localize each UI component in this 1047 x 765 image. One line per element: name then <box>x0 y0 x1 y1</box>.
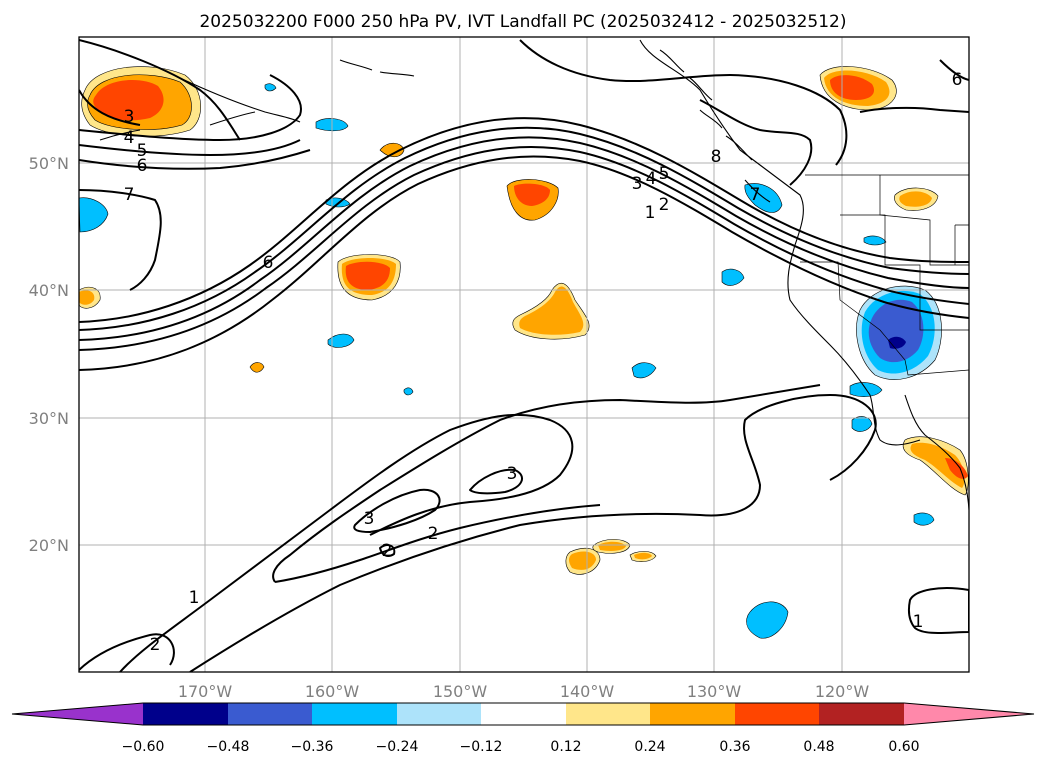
colorbar-segment <box>819 703 904 725</box>
lat-tick-label: 50°N <box>29 154 69 173</box>
colorbar-tick-label: 0.36 <box>719 739 750 755</box>
colorbar-tick-label: 0.48 <box>803 739 834 755</box>
colorbar-tick-label: −0.24 <box>376 739 419 755</box>
colorbar-segment <box>143 703 228 725</box>
contour-labels: 3 4 5 6 7 6 3 4 5 1 2 8 7 6 3 3 2 2 1 2 … <box>124 70 963 655</box>
map-title: 2025032200 F000 250 hPa PV, IVT Landfall… <box>199 12 846 32</box>
lon-tick-label: 120°W <box>815 682 870 701</box>
contours <box>79 39 969 672</box>
colorbar-segment <box>566 703 650 725</box>
shaded-field <box>79 66 969 639</box>
colorbar-segment <box>228 703 312 725</box>
contour-label: 1 <box>189 588 200 608</box>
lat-tick-label: 30°N <box>29 409 69 428</box>
political-borders <box>800 174 969 376</box>
lat-tick-label: 20°N <box>29 536 69 555</box>
colorbar-max-extension <box>904 703 1034 725</box>
gridlines <box>79 37 969 672</box>
contour-label: 1 <box>913 612 924 632</box>
contour-label: 8 <box>711 147 722 167</box>
lon-tick-label: 140°W <box>560 682 615 701</box>
contour-label: 4 <box>124 128 135 148</box>
colorbar-tick-label: 0.60 <box>888 739 919 755</box>
colorbar-segment <box>312 703 397 725</box>
contour-label: 3 <box>632 174 643 194</box>
lat-tick-label: 40°N <box>29 281 69 300</box>
contour-label: 5 <box>137 141 148 161</box>
map-frame <box>78 36 970 673</box>
colorbar-segment <box>397 703 481 725</box>
contour-label: 2 <box>659 195 670 215</box>
colorbar-tick-label: −0.60 <box>122 739 165 755</box>
contour-label: 2 <box>150 635 161 655</box>
colorbar-tick-label: −0.48 <box>207 739 250 755</box>
colorbar-tick-label: −0.36 <box>291 739 334 755</box>
colorbar-segment <box>481 703 566 725</box>
lon-tick-label: 160°W <box>305 682 360 701</box>
contour-label: 2 <box>382 541 393 561</box>
colorbar-outline <box>11 702 1035 726</box>
colorbar: −0.60 −0.48 −0.36 −0.24 −0.12 0.12 0.24 … <box>11 702 1035 755</box>
lon-tick-label: 150°W <box>433 682 488 701</box>
colorbar-tick-label: 0.24 <box>634 739 665 755</box>
lon-tick-label: 130°W <box>687 682 742 701</box>
contour-label: 3 <box>364 509 375 529</box>
contour-label: 3 <box>507 464 518 484</box>
contour-label: 5 <box>659 164 670 184</box>
contour-label: 1 <box>645 203 656 223</box>
contour-label: 6 <box>263 253 274 273</box>
longitude-ticks: 170°W 160°W 150°W 140°W 130°W 120°W <box>178 682 870 701</box>
contour-label: 4 <box>646 169 657 189</box>
colorbar-tick-label: −0.12 <box>460 739 503 755</box>
map-area: 3 4 5 6 7 6 3 4 5 1 2 8 7 6 3 3 2 2 1 2 … <box>79 37 969 672</box>
contour-label: 7 <box>124 185 135 205</box>
lon-tick-label: 170°W <box>178 682 233 701</box>
contour-label: 6 <box>952 70 963 90</box>
contour-label: 3 <box>124 107 135 127</box>
colorbar-segment <box>735 703 819 725</box>
contour-label: 7 <box>750 185 761 205</box>
colorbar-segment <box>650 703 735 725</box>
contour-label: 2 <box>428 524 439 544</box>
colorbar-tick-label: 0.12 <box>550 739 581 755</box>
contour-label: 6 <box>137 156 148 176</box>
latitude-ticks: 50°N 40°N 30°N 20°N <box>29 154 69 555</box>
colorbar-min-extension <box>12 703 143 725</box>
